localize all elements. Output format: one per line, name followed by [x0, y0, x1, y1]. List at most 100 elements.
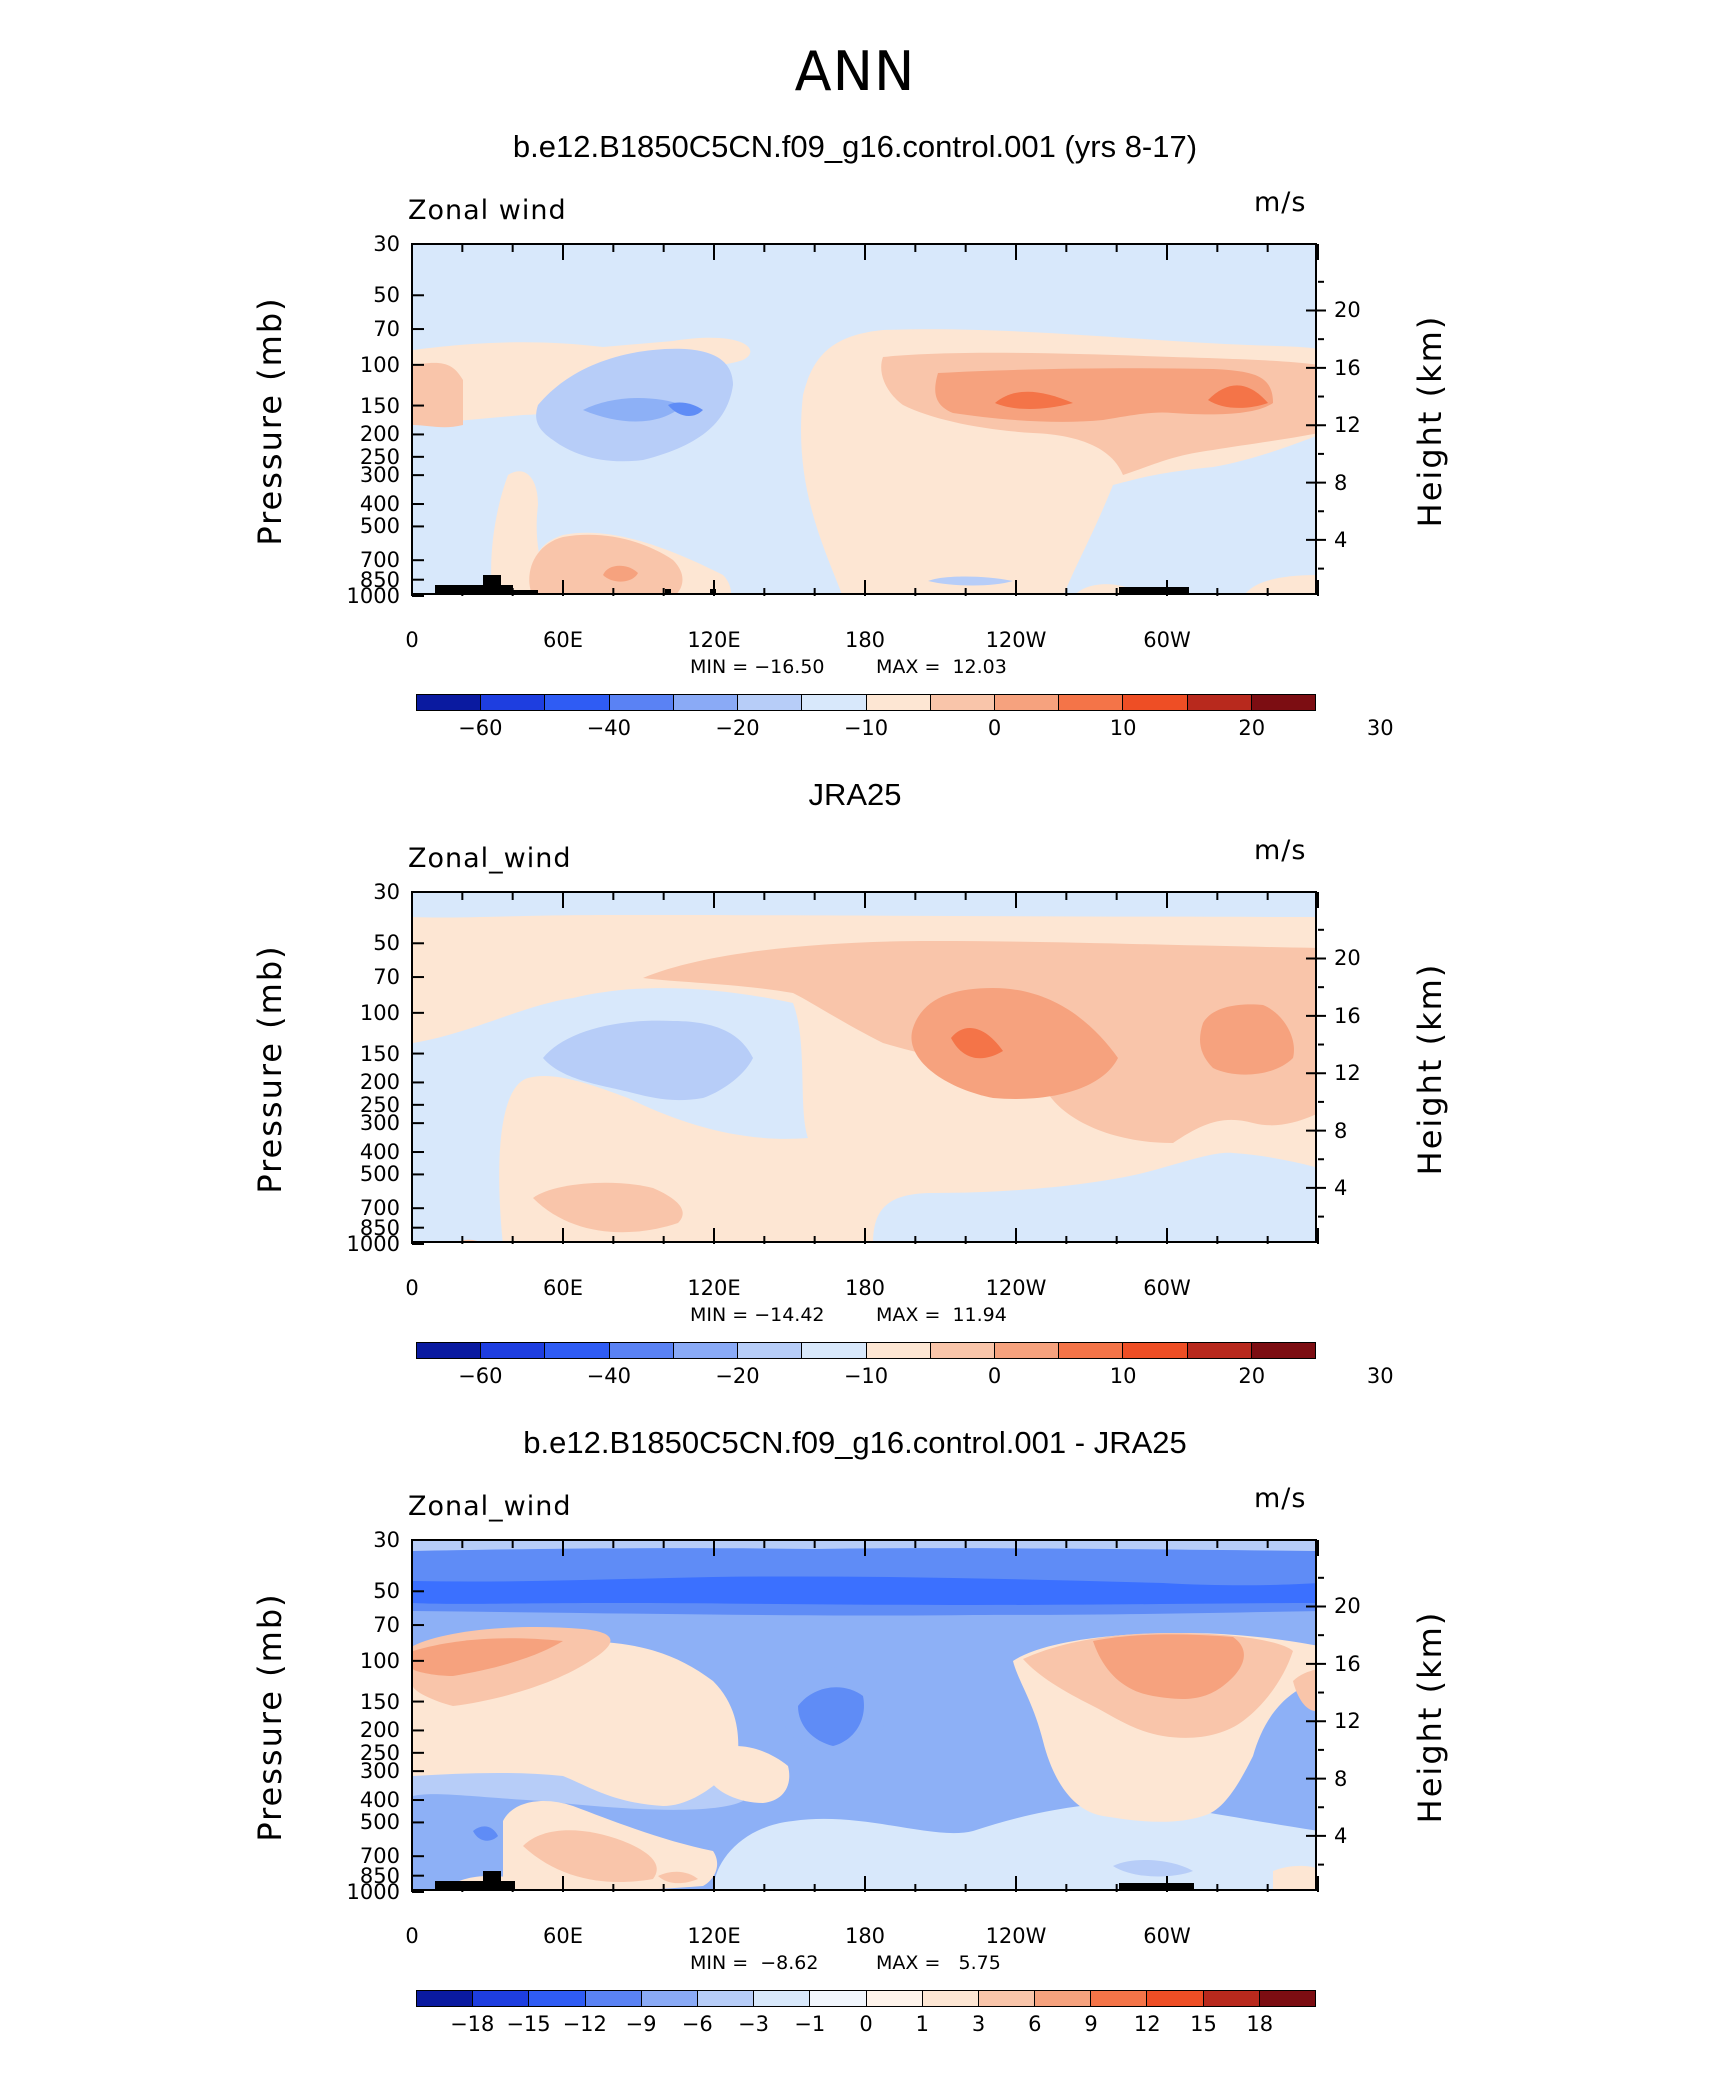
- colorbar-swatch: [1123, 1343, 1188, 1358]
- contour-region: [529, 534, 683, 593]
- colorbar-tick-label: −20: [715, 716, 760, 740]
- pressure-tick-label: 300: [359, 1111, 400, 1136]
- axes-overlay: [411, 1539, 1326, 1893]
- height-tick-label: 16: [1334, 1003, 1361, 1028]
- contour-region: [533, 1182, 683, 1233]
- lon-tick-label: 60W: [1143, 1276, 1191, 1300]
- contour-region: [911, 988, 1118, 1099]
- units-label: m/s: [1254, 1483, 1307, 1514]
- lon-tick-label: 120E: [687, 1276, 741, 1300]
- colorbar-swatch: [754, 1991, 811, 2006]
- colorbar-swatch: [697, 1991, 755, 2006]
- colorbar-swatch: [673, 1343, 739, 1358]
- y-axis-label: Pressure (mb): [251, 296, 289, 546]
- pressure-tick-label: 250: [359, 1740, 400, 1765]
- colorbar-tick-label: −10: [843, 716, 889, 740]
- pressure-tick-label: 300: [359, 463, 400, 488]
- height-tick-label: 16: [1334, 1651, 1361, 1676]
- height-tick-label: 12: [1334, 413, 1361, 438]
- lon-tick-label: 180: [844, 628, 886, 652]
- contour-field: [413, 1541, 1315, 1889]
- height-tick-label: 20: [1334, 298, 1361, 323]
- colorbar-tick-label: −9: [625, 2012, 657, 2036]
- pressure-tick-label: 400: [359, 492, 400, 517]
- pressure-tick-label: 50: [373, 283, 400, 308]
- colorbar-tick-label: −12: [562, 2012, 607, 2036]
- colorbar-tick-label: 20: [1238, 716, 1266, 740]
- pressure-tick-label: 200: [359, 1070, 400, 1095]
- contour-region: [1273, 1865, 1315, 1889]
- pressure-tick-label: 70: [373, 965, 400, 990]
- contour-region: [1113, 1859, 1193, 1877]
- colorbar-swatch: [738, 1343, 803, 1358]
- colorbar-swatch: [545, 1343, 610, 1358]
- pressure-tick-label: 1000: [346, 584, 400, 608]
- pressure-tick-label: 1000: [346, 1232, 400, 1256]
- colorbar-tick-label: 15: [1190, 2012, 1217, 2036]
- lon-tick-label: 120W: [985, 1276, 1047, 1300]
- pressure-tick-label: 70: [373, 317, 400, 342]
- contour-region: [658, 1871, 698, 1884]
- pressure-tick-label: 150: [359, 393, 400, 418]
- lon-tick-label: 0: [405, 1924, 419, 1948]
- pressure-tick-label: 30: [373, 880, 400, 904]
- panel-title: b.e12.B1850C5CN.f09_g16.control.001 (yrs…: [512, 129, 1198, 164]
- height-tick-label: 8: [1334, 1118, 1348, 1143]
- height-tick-label: 4: [1334, 1175, 1348, 1200]
- colorbar-swatch: [1035, 1991, 1092, 2006]
- min-value: MIN = −14.42: [690, 1304, 825, 1326]
- colorbar-tick-label: 10: [1109, 716, 1137, 740]
- colorbar-swatch: [1251, 695, 1316, 710]
- height-tick-label: 4: [1334, 527, 1348, 552]
- pressure-tick-label: 200: [359, 422, 400, 447]
- pressure-tick-label: 200: [359, 1718, 400, 1743]
- pressure-tick-label: 100: [359, 1648, 400, 1673]
- colorbar-swatch: [810, 1991, 867, 2006]
- max-value: MAX = 11.94: [876, 1304, 1007, 1326]
- colorbar-swatch: [529, 1991, 586, 2006]
- land-mask: [1119, 587, 1189, 593]
- colorbar-swatch: [1203, 1991, 1260, 2006]
- pressure-tick-label: 400: [359, 1788, 400, 1813]
- colorbar-tick-label: −40: [586, 1364, 631, 1388]
- y-axis-label-right: Height (km): [1411, 962, 1449, 1176]
- height-tick-label: 4: [1334, 1823, 1348, 1848]
- lon-tick-label: 0: [405, 628, 419, 652]
- max-value: MAX = 5.75: [876, 1952, 1001, 1974]
- variable-label: Zonal wind: [408, 195, 567, 226]
- lon-tick-label: 60W: [1143, 1924, 1191, 1948]
- contour-region: [706, 1746, 790, 1803]
- axes-overlay: [411, 891, 1326, 1245]
- colorbar-swatch: [545, 695, 610, 710]
- colorbar-swatch: [1091, 1991, 1148, 2006]
- colorbar-swatch: [802, 695, 867, 710]
- height-tick-label: 8: [1334, 1766, 1348, 1791]
- colorbar-tick-label: 30: [1366, 716, 1394, 740]
- colorbar-swatch: [417, 1991, 474, 2006]
- land-mask: [435, 1881, 515, 1889]
- contour-region: [1293, 1669, 1315, 1712]
- colorbar-swatch: [473, 1991, 530, 2006]
- colorbar-tick-label: −20: [715, 1364, 760, 1388]
- variable-label: Zonal_wind: [408, 843, 572, 874]
- pressure-tick-label: 850: [359, 1215, 400, 1240]
- contour-field: [413, 245, 1315, 593]
- min-value: MIN = −8.62: [690, 1952, 819, 1974]
- contour-region: [1076, 584, 1133, 593]
- colorbar-swatch: [1259, 1991, 1315, 2006]
- colorbar-swatch: [1187, 1343, 1252, 1358]
- colorbar-swatch: [930, 695, 995, 710]
- contour-region: [460, 1239, 478, 1241]
- colorbar-tick-label: −1: [794, 2012, 826, 2036]
- contour-region: [433, 527, 463, 543]
- pressure-tick-label: 1000: [346, 1880, 400, 1904]
- colorbar-tick-label: 18: [1246, 2012, 1274, 2036]
- contour-region: [995, 391, 1073, 409]
- pressure-tick-label: 700: [359, 548, 400, 573]
- pressure-tick-label: 50: [373, 931, 400, 956]
- lon-tick-label: 120W: [985, 628, 1047, 652]
- height-tick-label: 16: [1334, 355, 1361, 380]
- colorbar-swatch: [1251, 1343, 1316, 1358]
- colorbar: [416, 1342, 1316, 1359]
- land-mask: [665, 589, 671, 593]
